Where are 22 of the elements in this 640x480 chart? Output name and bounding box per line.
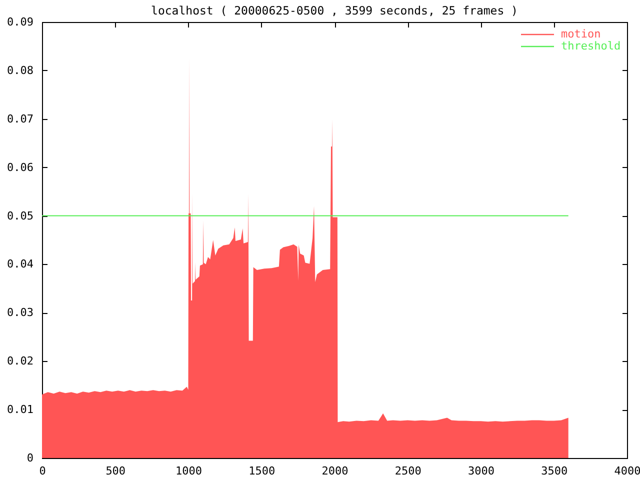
y-tick-label: 0.01 (7, 403, 34, 416)
y-tick-label: 0 (26, 452, 34, 464)
y-tick-label: 0.03 (7, 306, 34, 320)
x-tick-label: 2000 (322, 464, 348, 478)
y-tick-label: 0.05 (7, 209, 34, 222)
x-tick-label: 3000 (468, 464, 494, 478)
y-tick-label: 0.04 (7, 258, 34, 271)
y-tick-label: 0.09 (7, 16, 34, 28)
x-tick-label: 2500 (394, 464, 422, 478)
x-tick-label: 3500 (541, 464, 568, 478)
x-tick-label: 1500 (248, 464, 276, 478)
y-tick-label: 0.07 (7, 112, 34, 126)
legend-label: threshold (561, 40, 621, 52)
y-tick-label: 0.08 (7, 64, 34, 77)
x-tick-label: 4000 (614, 464, 640, 478)
y-tick-label: 0.02 (7, 354, 34, 368)
y-tick-label: 0.06 (7, 160, 34, 174)
x-tick-label: 0 (39, 464, 46, 478)
chart-title: localhost ( 20000625-0500 , 3599 seconds, 25 frames ) (151, 4, 518, 18)
x-tick-label: 1000 (176, 464, 202, 478)
x-tick-label: 500 (106, 464, 126, 478)
legend-label: motion (561, 28, 601, 40)
